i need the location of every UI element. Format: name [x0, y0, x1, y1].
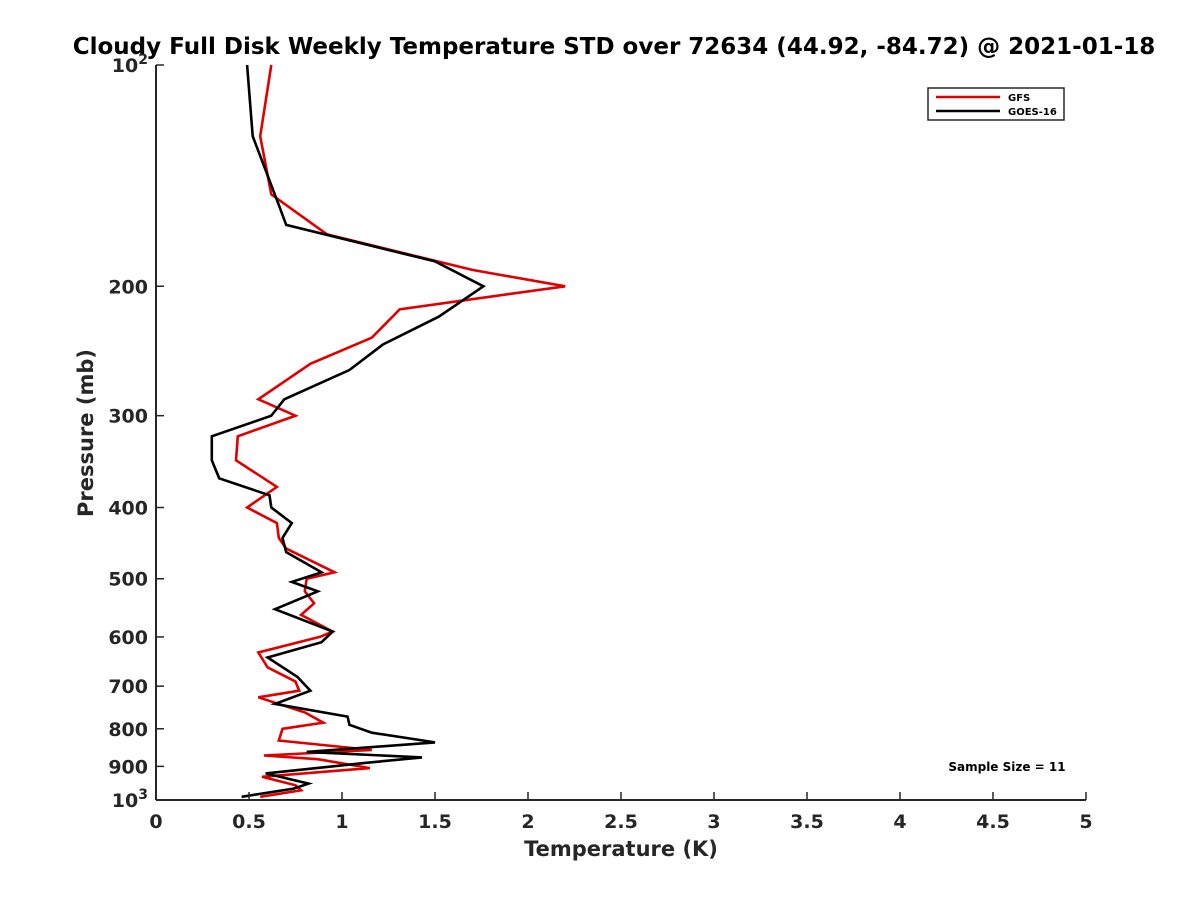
legend-label-gfs: GFS	[1008, 93, 1030, 104]
legend-box	[927, 87, 1065, 121]
y-tick-label: 900	[108, 756, 148, 778]
legend-label-goes16: GOES-16	[1008, 107, 1057, 118]
x-tick-label: 2.5	[604, 811, 638, 833]
x-ticks: 0 0.5 1 1.5 2 2.5 3 3.5 4 4.5 5	[149, 792, 1093, 833]
series-line-goes16	[210, 64, 486, 799]
sample-size-annotation: Sample Size = 11	[948, 760, 1065, 774]
chart-title: Cloudy Full Disk Weekly Temperature STD …	[73, 34, 1156, 60]
y-tick-label: 500	[108, 569, 148, 591]
y-tick-label-exponent: 3	[138, 787, 148, 803]
x-tick-label: 1.5	[418, 811, 452, 833]
x-tick-label: 0.5	[232, 811, 266, 833]
x-tick-label: 4.5	[976, 811, 1010, 833]
y-axis-label: Pressure (mb)	[74, 349, 98, 517]
y-tick-label: 700	[108, 676, 148, 698]
y-tick-label: 102	[112, 52, 148, 77]
x-tick-label: 3.5	[790, 811, 824, 833]
y-tick-label: 200	[108, 276, 148, 298]
y-tick-label-base: 10	[112, 790, 138, 812]
axes: 0 0.5 1 1.5 2 2.5 3 3.5 4 4.5 5 102200300400500600…	[108, 52, 1092, 833]
plot-area	[210, 64, 566, 799]
x-tick-label: 4	[893, 811, 906, 833]
x-tick-label: 3	[707, 811, 720, 833]
y-tick-label: 400	[108, 498, 148, 520]
legend: GFS GOES-16	[927, 87, 1065, 121]
y-tick-label: 800	[108, 719, 148, 741]
y-tick-label: 103	[112, 787, 148, 812]
x-axis-label: Temperature (K)	[524, 837, 718, 861]
y-tick-label: 300	[108, 406, 148, 428]
series-line-gfs	[234, 64, 566, 799]
x-tick-label: 2	[521, 811, 534, 833]
x-tick-label: 1	[335, 811, 348, 833]
y-tick-label: 600	[108, 627, 148, 649]
x-tick-label: 0	[149, 811, 162, 833]
y-tick-label-base: 10	[112, 55, 138, 77]
series-lines	[210, 64, 566, 799]
y-tick-label-exponent: 2	[138, 52, 148, 68]
x-tick-label: 5	[1079, 811, 1092, 833]
